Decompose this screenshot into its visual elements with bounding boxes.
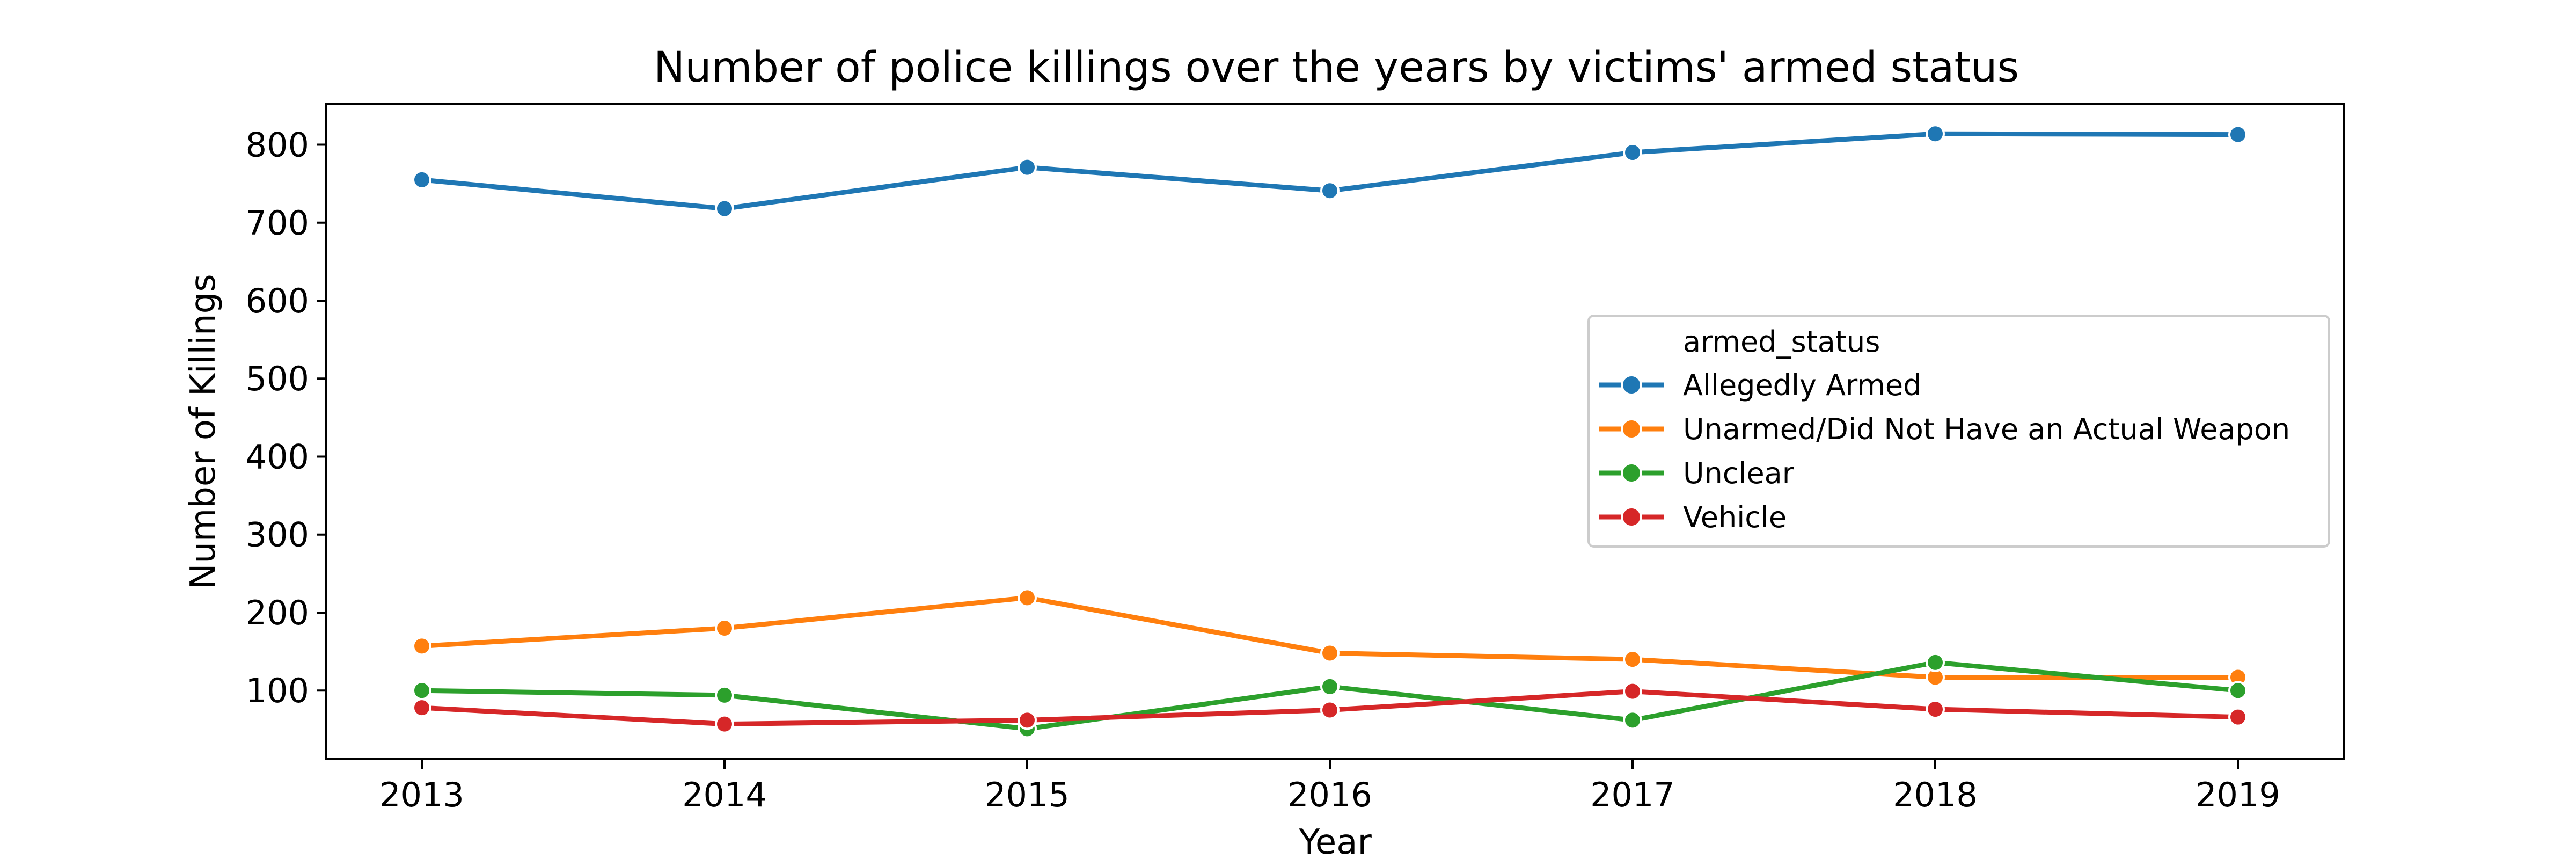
data-point (412, 170, 431, 190)
legend-label: Vehicle (1683, 500, 1787, 534)
legend-item-allegedly-armed: Allegedly Armed (1599, 368, 1921, 402)
data-point (1320, 181, 1340, 201)
data-point (2228, 707, 2248, 727)
data-point (1320, 643, 1340, 663)
data-point (2228, 681, 2248, 701)
data-point (1623, 143, 1642, 163)
legend-box (1587, 315, 2330, 548)
y-tick-label: 700 (246, 203, 309, 243)
data-point (412, 698, 431, 718)
data-point (715, 618, 734, 638)
y-axis-label: Number of Killings (184, 274, 223, 589)
legend: armed_status Allegedly Armed Unarmed/Did … (1587, 315, 2330, 548)
legend-swatch-marker (1621, 506, 1642, 528)
y-tick-label: 100 (246, 671, 309, 710)
x-axis-label: Year (1298, 822, 1372, 859)
y-tick-label: 300 (246, 515, 309, 555)
x-tick-label: 2015 (985, 775, 1070, 814)
data-point (1926, 700, 1945, 719)
data-point (1018, 710, 1037, 730)
x-tick-label: 2013 (379, 775, 464, 814)
x-tick-label: 2019 (2196, 775, 2280, 814)
plot-area (412, 124, 2248, 739)
legend-label: Unclear (1683, 456, 1795, 490)
series-allegedly-armed (412, 124, 2248, 219)
x-tick-label: 2014 (682, 775, 767, 814)
data-point (715, 714, 734, 734)
data-point (1320, 700, 1340, 720)
data-point (715, 685, 734, 705)
legend-item-vehicle: Vehicle (1599, 500, 1787, 534)
plot-frame (325, 103, 2345, 760)
legend-swatch-marker (1621, 374, 1642, 396)
data-point (412, 681, 431, 701)
x-tick-label: 2018 (1893, 775, 1978, 814)
y-tick-label: 500 (246, 359, 309, 398)
y-tick-label: 400 (246, 437, 309, 476)
data-point (1926, 124, 1945, 144)
data-point (1623, 710, 1642, 730)
legend-item-unclear: Unclear (1599, 456, 1795, 490)
chart-title: Number of police killings over the years… (654, 43, 2019, 92)
data-point (412, 636, 431, 656)
y-tick-label: 200 (246, 593, 309, 632)
y-axis: 100 200 300 400 500 600 700 800 (246, 126, 326, 710)
y-tick-label: 800 (246, 126, 309, 165)
data-point (1018, 157, 1037, 177)
data-point (1623, 681, 1642, 701)
x-tick-label: 2017 (1590, 775, 1675, 814)
x-axis: 2013 2014 2015 2016 2017 2018 2019 (379, 759, 2280, 814)
legend-title: armed_status (1683, 325, 1880, 359)
data-point (1926, 652, 1945, 672)
legend-item-unarmed-did-not-have-an-actual-weapon: Unarmed/Did Not Have an Actual Weapon (1599, 412, 2290, 446)
data-point (1623, 650, 1642, 669)
data-point (715, 199, 734, 219)
legend-swatch-marker (1621, 418, 1642, 440)
data-point (2228, 125, 2248, 144)
legend-label: Unarmed/Did Not Have an Actual Weapon (1683, 412, 2290, 446)
legend-label: Allegedly Armed (1683, 368, 1921, 402)
data-point (1018, 588, 1037, 608)
x-tick-label: 2016 (1287, 775, 1372, 814)
series-unarmed-did-not-have-an-actual-weapon (412, 588, 2248, 687)
y-tick-label: 600 (246, 281, 309, 321)
series-unclear (412, 652, 2248, 739)
series-vehicle (412, 681, 2248, 734)
legend-swatch-marker (1621, 462, 1642, 484)
data-point (1320, 676, 1340, 696)
